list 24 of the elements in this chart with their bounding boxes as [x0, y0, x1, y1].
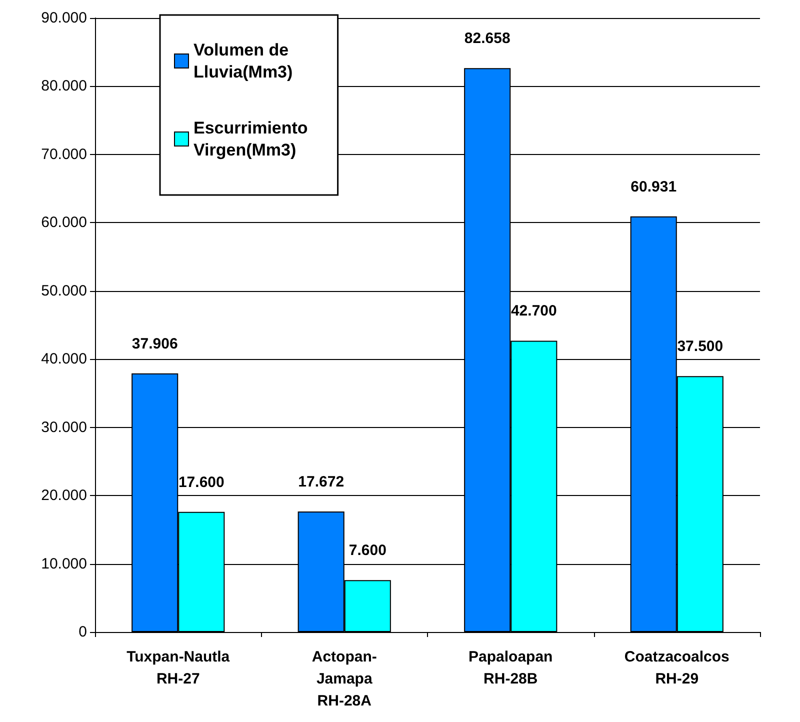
y-tick-label: 30.000: [41, 418, 87, 436]
y-tick-label: 40.000: [41, 350, 87, 368]
y-tick-label: 60.000: [41, 214, 87, 232]
x-tick-label: Actopan- Jamapa RH-28A: [312, 648, 377, 710]
y-tick-label: 50.000: [41, 282, 87, 300]
data-label: 42.700: [510, 302, 557, 320]
data-label: 82.658: [464, 30, 510, 48]
y-tick-label: 90.000: [41, 10, 87, 26]
data-label: 17.672: [298, 473, 344, 490]
y-tick-label: 70.000: [41, 146, 87, 163]
data-label: 60.931: [630, 178, 677, 196]
y-tick-label: 0: [78, 624, 87, 640]
y-tick-label: 80.000: [41, 78, 87, 95]
data-label: 37.906: [132, 335, 178, 352]
legend-label: Escurrimiento Virgen(Mm3): [194, 118, 308, 160]
data-label: 37.500: [677, 338, 724, 356]
y-tick-label: 20.000: [41, 487, 87, 504]
data-label: 7.600: [348, 542, 386, 560]
y-tick-label: 10.000: [41, 555, 87, 572]
x-tick-label: Tuxpan-Nautla RH-27: [126, 648, 230, 688]
x-tick-label: Papaloapan RH-28B: [468, 648, 553, 688]
legend-label: Volumen de Lluvia(Mm3): [194, 40, 293, 82]
x-tick-label: Coatzacoalcos RH-29: [624, 648, 730, 688]
data-label: 17.600: [178, 474, 224, 491]
